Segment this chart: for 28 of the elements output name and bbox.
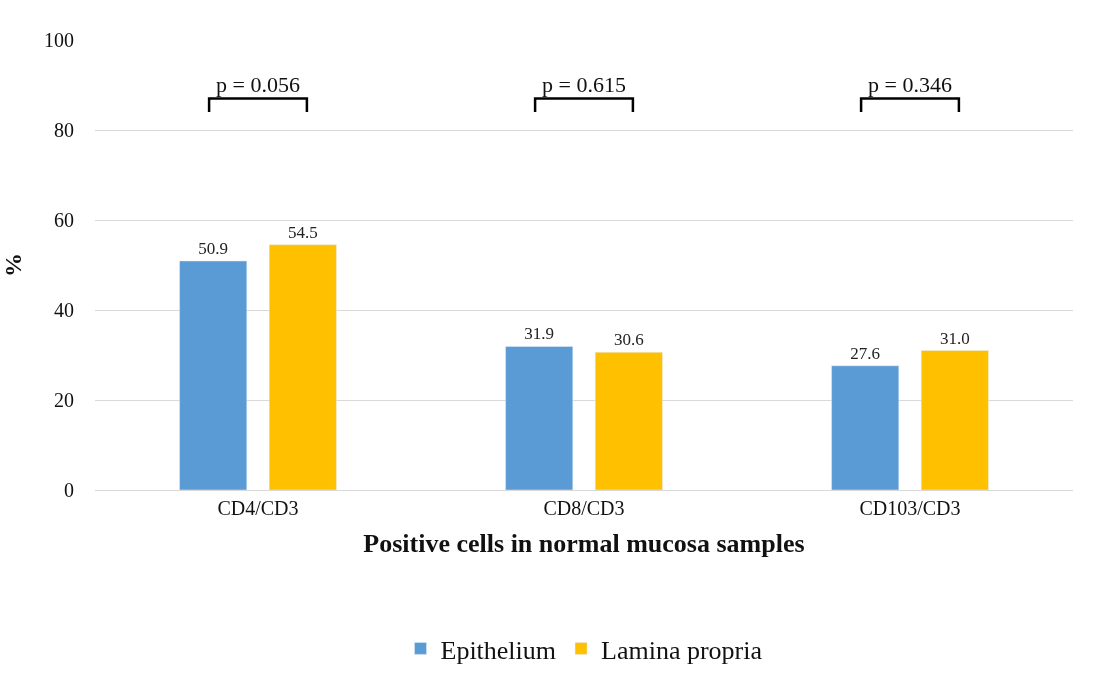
y-tick-label: 40 bbox=[54, 299, 74, 321]
bar bbox=[268, 244, 337, 490]
x-tick-label: CD4/CD3 bbox=[217, 497, 299, 519]
bar bbox=[920, 350, 989, 490]
y-tick-label: 0 bbox=[64, 479, 74, 501]
x-tick-label: CD103/CD3 bbox=[859, 497, 961, 519]
x-axis-title: Positive cells in normal mucosa samples bbox=[363, 528, 805, 558]
y-axis-title: % bbox=[0, 253, 27, 277]
x-tick-label: CD8/CD3 bbox=[543, 497, 625, 519]
y-tick-label: 80 bbox=[54, 119, 74, 141]
y-tick-label: 100 bbox=[44, 29, 74, 51]
data-label: 27.6 bbox=[850, 343, 881, 363]
bar bbox=[594, 352, 663, 490]
y-tick-label: 20 bbox=[54, 389, 74, 411]
legend-label: Epithelium bbox=[440, 635, 557, 665]
y-tick-label: 60 bbox=[54, 209, 74, 231]
data-label: 30.6 bbox=[613, 330, 644, 350]
bar bbox=[505, 346, 574, 490]
annotation: p = 0.615 bbox=[542, 72, 626, 97]
data-label: 50.9 bbox=[198, 238, 229, 258]
legend-label: Lamina propria bbox=[601, 635, 763, 665]
data-label: 31.0 bbox=[939, 328, 970, 348]
bar bbox=[179, 260, 248, 490]
bar bbox=[831, 365, 900, 490]
data-label: 54.5 bbox=[287, 222, 318, 242]
annotation: p = 0.346 bbox=[868, 72, 952, 97]
annotation: p = 0.056 bbox=[216, 72, 300, 97]
data-label: 31.9 bbox=[524, 324, 555, 344]
